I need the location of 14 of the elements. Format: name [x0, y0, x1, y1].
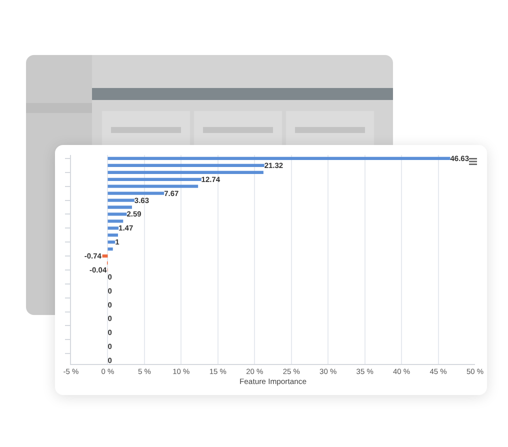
bar [108, 170, 264, 174]
bar [108, 234, 118, 237]
bar [108, 198, 134, 202]
bar [108, 206, 132, 209]
bar [108, 226, 119, 230]
bar [108, 156, 450, 160]
bar [108, 192, 164, 195]
bar [108, 247, 113, 251]
bar [108, 240, 116, 244]
bar [108, 178, 202, 181]
bar [108, 220, 124, 223]
bar [108, 184, 198, 188]
bar [108, 212, 127, 216]
bar [108, 164, 264, 168]
